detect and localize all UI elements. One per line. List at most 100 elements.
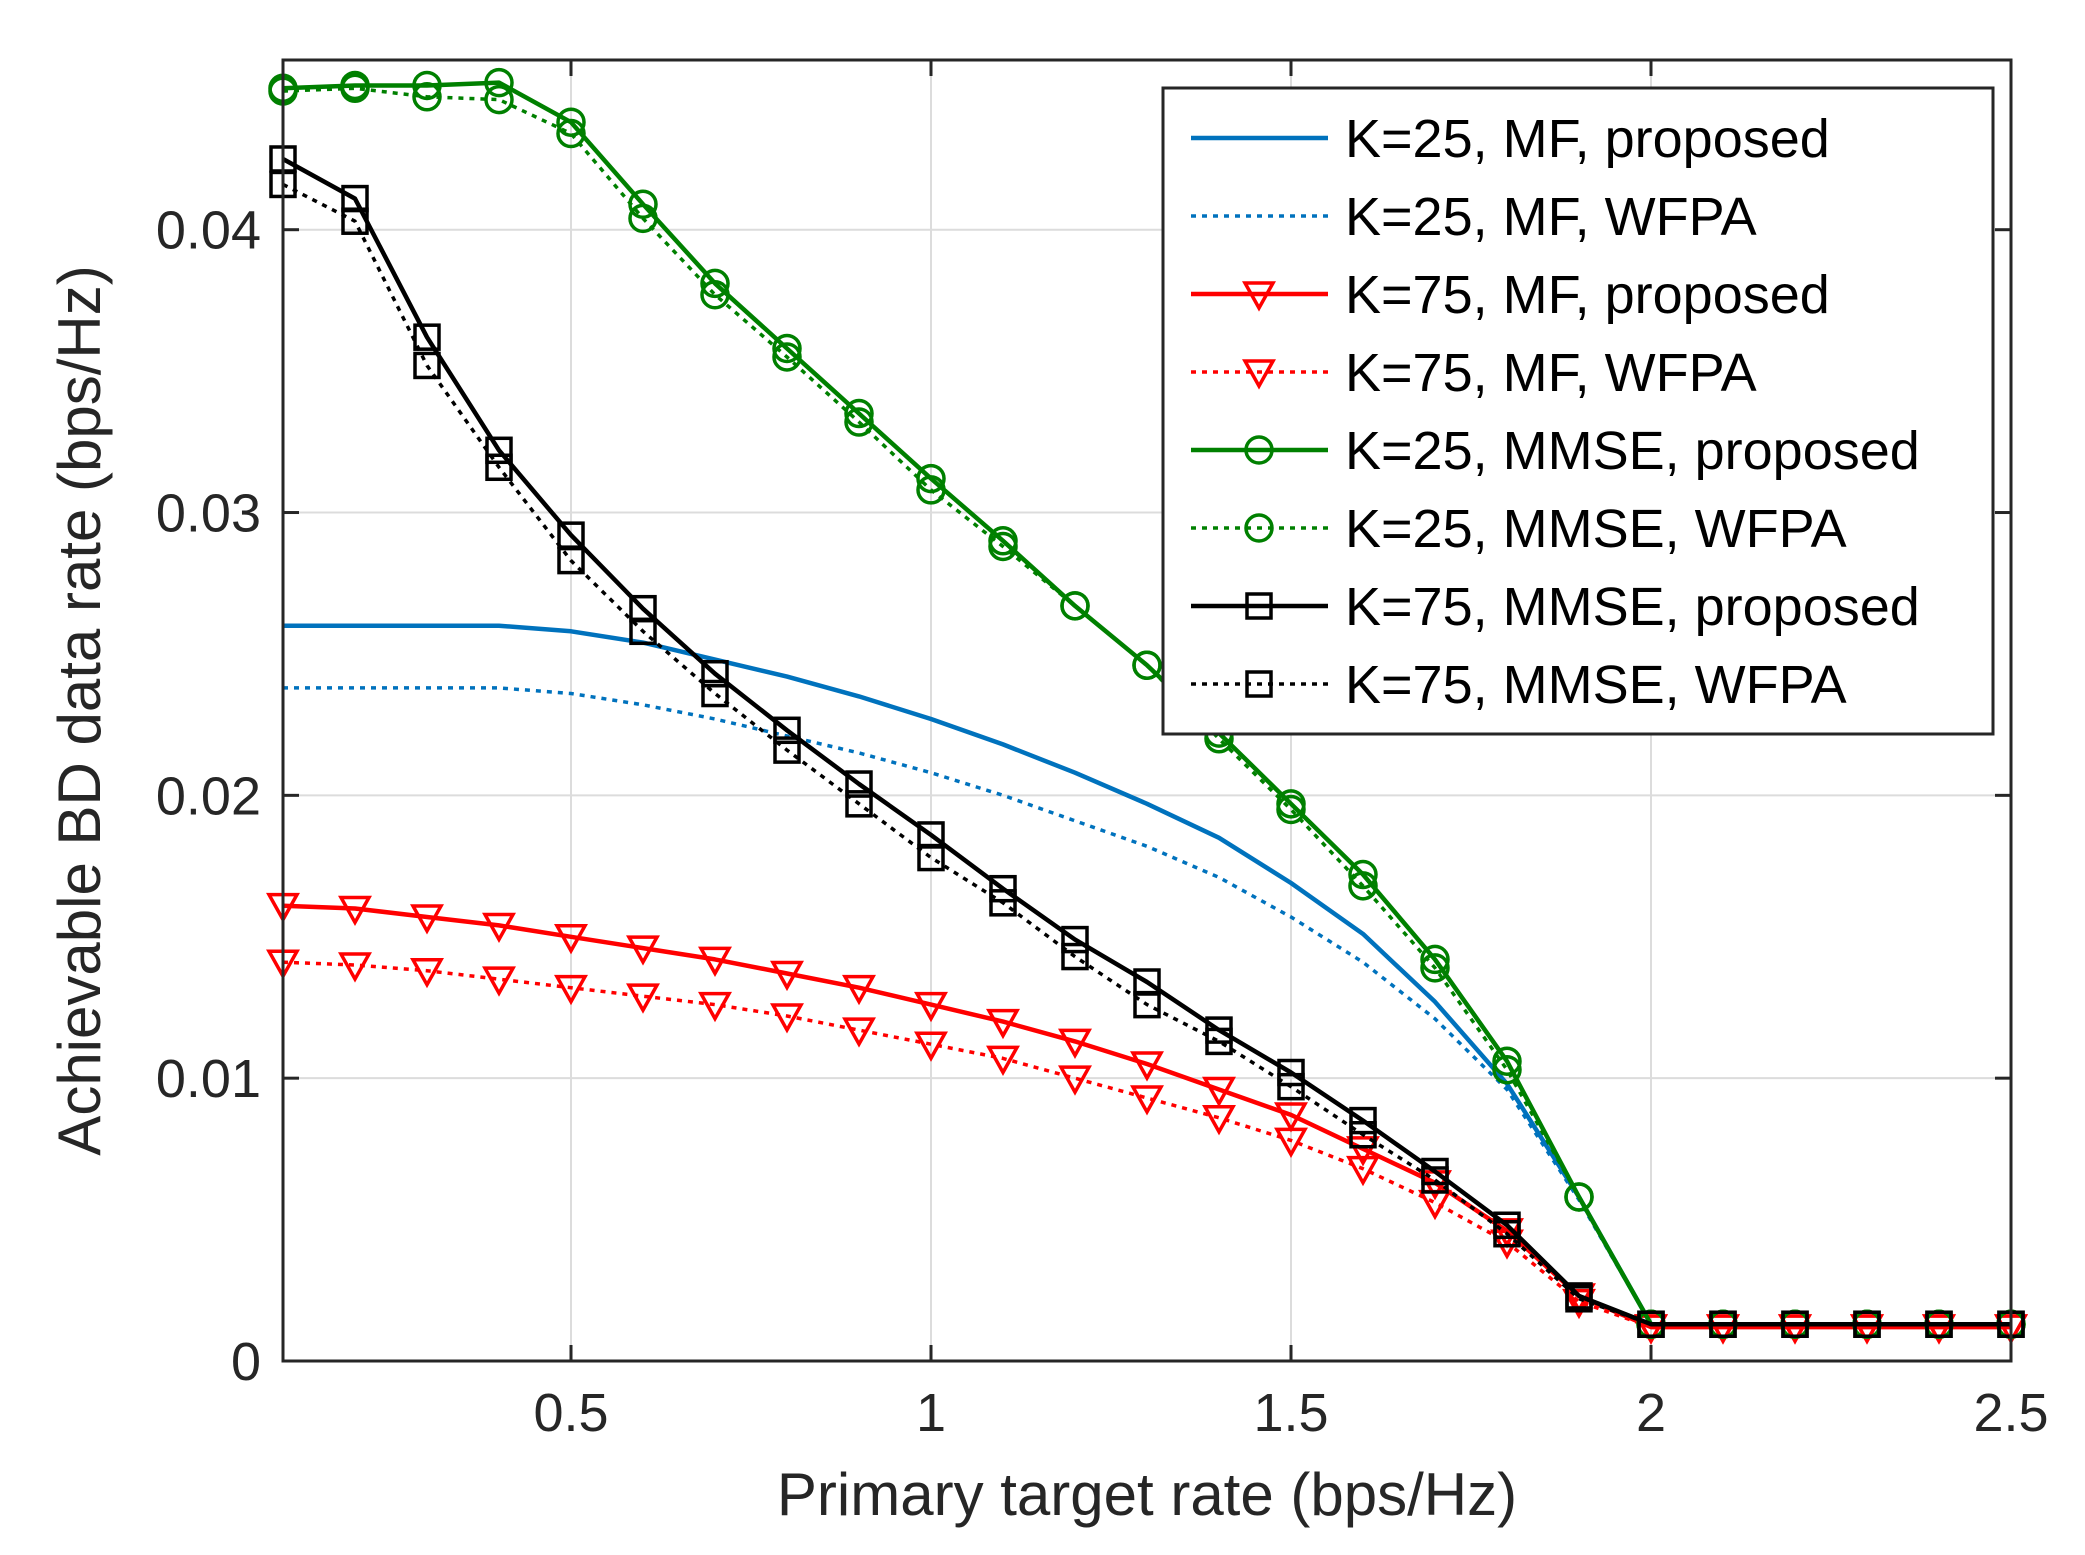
data-point [1922, 1314, 1956, 1345]
data-point [1778, 1314, 1812, 1345]
legend-box [1161, 86, 1995, 736]
data-point [1421, 1166, 1449, 1194]
data-point [410, 957, 444, 989]
data-point [482, 966, 516, 997]
data-point [770, 1003, 804, 1034]
data-point [340, 73, 370, 104]
data-point [338, 895, 372, 927]
data-point [1850, 1314, 1884, 1345]
data-point [484, 67, 514, 98]
series-3 [266, 949, 2028, 1345]
data-point [485, 436, 513, 465]
data-point [1202, 1105, 1236, 1136]
data-point [914, 1031, 948, 1062]
legend-label: K=75, MF, proposed [1345, 265, 1830, 325]
series-line [281, 157, 2011, 1327]
data-point [482, 912, 516, 944]
data-point [916, 475, 946, 505]
data-point [1130, 1051, 1164, 1082]
data-point [1346, 1155, 1380, 1187]
x-tick-label: 1 [916, 1383, 946, 1443]
data-point [1492, 1046, 1522, 1076]
data-point [484, 84, 514, 115]
legend-entry: K=25, MF, proposed [1191, 109, 1830, 169]
legend-marker [1242, 281, 1276, 312]
data-point [1058, 1028, 1092, 1059]
data-point [629, 617, 657, 646]
data-point [1276, 794, 1306, 825]
data-point [1420, 944, 1450, 975]
x-tick-label: 1.5 [1253, 1383, 1328, 1443]
data-point [485, 453, 513, 482]
x-tick-label: 2.5 [1973, 1383, 2048, 1443]
series-1 [283, 686, 2011, 1326]
data-point [1634, 1314, 1668, 1345]
legend: K=25, MF, proposed K=25, MF, WFPA K=75, MF… [1161, 86, 1995, 736]
data-point [914, 991, 948, 1023]
data-point [1061, 942, 1089, 971]
legend-label: K=75, MF, WFPA [1345, 343, 1757, 403]
data-point [1133, 990, 1161, 1019]
data-point [556, 118, 586, 149]
plot-series [266, 67, 2028, 1345]
data-point [554, 924, 588, 955]
data-point [1781, 1310, 1809, 1338]
data-point [1420, 953, 1450, 983]
y-tick-label: 0.02 [156, 766, 261, 826]
data-point [772, 333, 802, 364]
series-line [282, 86, 2011, 1326]
data-point [917, 843, 945, 872]
data-point [770, 960, 804, 992]
data-point [413, 323, 441, 351]
data-point [1562, 1288, 1596, 1320]
legend-entry: K=75, MF, proposed [1191, 265, 1830, 325]
x-axis-label: Primary target rate (bps/Hz) [777, 1461, 1517, 1528]
data-point [989, 889, 1017, 917]
data-point [341, 207, 369, 235]
data-point [1706, 1314, 1740, 1345]
data-point [701, 659, 729, 688]
legend-label: K=75, MMSE, proposed [1345, 577, 1920, 637]
legend-marker [1244, 513, 1274, 543]
data-point [628, 203, 658, 234]
x-tick-label: 2 [1636, 1383, 1666, 1443]
data-point [1277, 1058, 1305, 1087]
data-point [1130, 1085, 1164, 1116]
data-point [1492, 1054, 1522, 1085]
y-axis-label: Achievable BD data rate (bps/Hz) [46, 265, 113, 1155]
data-point [1061, 925, 1089, 954]
series-line [282, 182, 2011, 1326]
data-point [772, 342, 802, 372]
data-point [1274, 1102, 1308, 1133]
data-point [557, 546, 585, 575]
data-point [626, 983, 660, 1014]
data-point [1202, 1076, 1236, 1108]
data-point [986, 1045, 1020, 1076]
legend-entry: K=75, MMSE, proposed [1191, 577, 1920, 637]
data-point [1709, 1310, 1737, 1338]
data-point [698, 946, 732, 977]
data-point [988, 531, 1018, 562]
data-point [1853, 1310, 1881, 1338]
data-point [773, 716, 801, 745]
y-tick-label: 0 [231, 1332, 261, 1392]
legend-entry: K=25, MMSE, WFPA [1191, 499, 1847, 559]
data-point [845, 790, 873, 818]
data-point [842, 974, 876, 1006]
data-point [1349, 1120, 1377, 1149]
data-point [1060, 591, 1090, 621]
data-point [701, 679, 729, 708]
data-point [1493, 1219, 1521, 1248]
legend-marker [1245, 670, 1273, 698]
data-point [842, 1017, 876, 1048]
data-point [1058, 1065, 1092, 1096]
series-7 [269, 170, 2025, 1338]
data-point [986, 1008, 1020, 1040]
legend-entry: K=25, MMSE, proposed [1191, 421, 1920, 481]
x-tick-label: 0.5 [533, 1383, 608, 1443]
legend-entry: K=75, MF, WFPA [1191, 343, 1757, 403]
axis-ticks: 0.5 1 1.5 2 2.5 0 0.01 0.02 0.03 0.04 [156, 60, 2049, 1443]
data-point [1565, 1285, 1593, 1313]
data-point [626, 935, 660, 966]
